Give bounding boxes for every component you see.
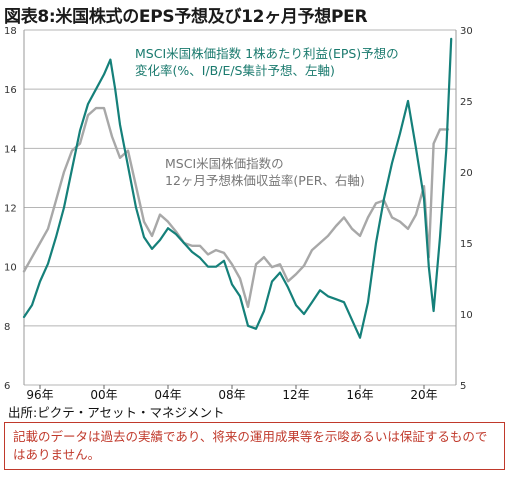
x-tick-label-4: 12年	[282, 388, 309, 400]
right-tick-30: 30	[460, 26, 473, 37]
left-tick-12: 12	[4, 204, 17, 215]
left-axis-ticks: 6 8 10 12 14 16 18	[4, 26, 17, 392]
x-tick-label-1: 00年	[90, 388, 117, 400]
left-tick-14: 14	[4, 144, 17, 155]
page-title: 図表8:米国株式のEPS予想及び12ヶ月予想PER	[4, 7, 368, 27]
right-tick-15: 15	[460, 239, 473, 250]
x-axis-ticks: 96年 00年 04年 08年 12年 16年 20年	[26, 385, 438, 400]
series-lines	[22, 37, 453, 339]
x-tick-label-3: 08年	[218, 388, 245, 400]
chart: 6 8 10 12 14 16 18 5 10 15 20 25 30 96年 00年 04年 08年 12年…	[4, 26, 473, 400]
left-tick-18: 18	[4, 26, 17, 37]
left-tick-16: 16	[4, 85, 17, 96]
x-tick-label-2: 04年	[154, 388, 181, 400]
x-tick-label-0: 96年	[26, 388, 53, 400]
per-series-label-line2: 12ヶ月予想株価収益率(PER、右軸)	[165, 173, 365, 188]
right-tick-10: 10	[460, 310, 473, 321]
x-tick-label-6: 20年	[410, 388, 437, 400]
left-tick-6: 6	[4, 381, 10, 392]
left-tick-10: 10	[4, 263, 17, 274]
right-tick-20: 20	[460, 168, 473, 179]
gridlines	[23, 29, 457, 386]
eps-series-label: MSCI米国株価指数 1株あたり利益(EPS)予想の 変化率(%、I/B/E/S…	[135, 45, 399, 79]
disclaimer-box: 記載のデータは過去の実績であり、将来の運用成果等を示唆あるいは保証するものではあ…	[4, 422, 505, 470]
right-tick-5: 5	[460, 381, 466, 392]
x-tick-label-5: 16年	[346, 388, 373, 400]
source-note: 出所:ピクテ・アセット・マネジメント	[8, 405, 225, 420]
eps-series-line	[22, 37, 453, 339]
eps-series-label-line2: 変化率(%、I/B/E/S集計予想、左軸)	[135, 63, 335, 78]
right-axis-ticks: 5 10 15 20 25 30	[460, 26, 473, 392]
left-tick-8: 8	[4, 322, 10, 333]
per-series-label: MSCI米国株価指数の 12ヶ月予想株価収益率(PER、右軸)	[165, 155, 365, 189]
eps-series-label-line1: MSCI米国株価指数 1株あたり利益(EPS)予想の	[135, 46, 399, 61]
per-series-label-line1: MSCI米国株価指数の	[165, 156, 284, 171]
right-tick-25: 25	[460, 97, 473, 108]
